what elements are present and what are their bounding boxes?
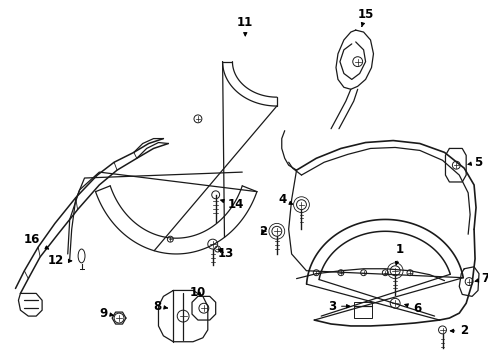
Text: 7: 7	[474, 272, 488, 285]
Text: 10: 10	[189, 286, 205, 299]
Text: 11: 11	[237, 16, 253, 36]
Text: 4: 4	[278, 193, 292, 206]
Text: 16: 16	[24, 233, 48, 249]
Text: 2: 2	[258, 225, 266, 238]
Text: 8: 8	[153, 300, 167, 313]
Text: 2: 2	[449, 324, 468, 337]
Text: 14: 14	[220, 198, 244, 211]
Text: 9: 9	[99, 307, 113, 320]
Text: 12: 12	[47, 255, 72, 267]
Text: 5: 5	[467, 156, 481, 169]
Text: 3: 3	[327, 300, 349, 313]
Text: 6: 6	[404, 302, 420, 315]
Text: 1: 1	[394, 243, 404, 265]
Text: 15: 15	[357, 8, 373, 26]
Text: 13: 13	[217, 247, 233, 261]
Bar	[353, 302, 371, 318]
